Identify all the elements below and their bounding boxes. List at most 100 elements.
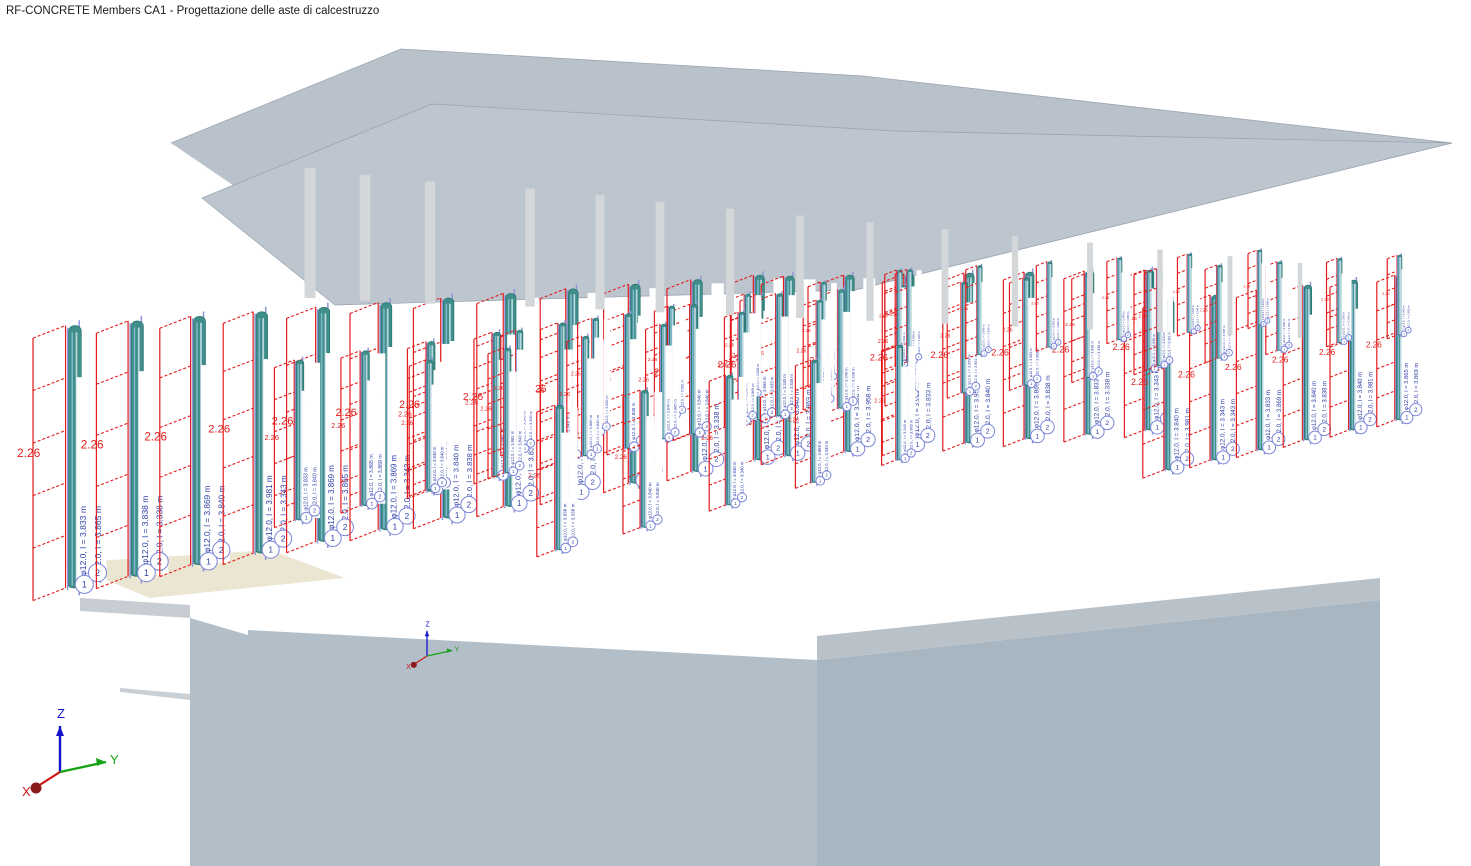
svg-text:2 φ12.0, l = 3.981 m: 2 φ12.0, l = 3.981 m bbox=[510, 430, 515, 468]
svg-text:1: 1 bbox=[305, 516, 308, 522]
svg-text:1: 1 bbox=[268, 545, 273, 555]
svg-text:2.26: 2.26 bbox=[638, 378, 649, 384]
svg-text:1: 1 bbox=[1175, 465, 1179, 472]
svg-text:2 φ12.0, l = 3.343 m: 2 φ12.0, l = 3.343 m bbox=[1051, 317, 1055, 342]
svg-text:2.26: 2.26 bbox=[725, 343, 735, 348]
svg-text:2 φ12.0, l = 3.343 m: 2 φ12.0, l = 3.343 m bbox=[1153, 368, 1160, 425]
svg-text:2 φ12.0, l = 3.840 m: 2 φ12.0, l = 3.840 m bbox=[917, 330, 921, 357]
svg-text:2: 2 bbox=[1105, 420, 1109, 427]
svg-text:2 φ12.0, l = 3.343 m: 2 φ12.0, l = 3.343 m bbox=[1197, 305, 1200, 327]
svg-text:2.26: 2.26 bbox=[1031, 301, 1038, 305]
svg-text:2: 2 bbox=[752, 413, 754, 418]
svg-text:1: 1 bbox=[766, 453, 770, 462]
svg-text:1: 1 bbox=[1036, 433, 1040, 440]
svg-text:2 φ12.0, l = 3.981 m: 2 φ12.0, l = 3.981 m bbox=[1287, 318, 1291, 345]
svg-text:1: 1 bbox=[517, 499, 521, 508]
svg-text:2 φ12.0, l = 3.343 m: 2 φ12.0, l = 3.343 m bbox=[1219, 399, 1226, 455]
svg-text:2: 2 bbox=[918, 355, 920, 359]
svg-text:2.26: 2.26 bbox=[144, 432, 166, 444]
svg-text:2: 2 bbox=[343, 522, 348, 532]
svg-text:1: 1 bbox=[579, 488, 583, 497]
svg-text:1: 1 bbox=[206, 556, 211, 566]
svg-text:1: 1 bbox=[1092, 374, 1094, 378]
svg-text:2 φ12.0, l = 3.840 m: 2 φ12.0, l = 3.840 m bbox=[1126, 311, 1130, 334]
svg-text:2.26: 2.26 bbox=[1225, 362, 1242, 372]
svg-text:2 φ12.0, l = 3.838 m: 2 φ12.0, l = 3.838 m bbox=[563, 503, 568, 545]
svg-text:Y: Y bbox=[110, 752, 119, 767]
svg-text:2: 2 bbox=[281, 534, 286, 544]
svg-text:2.26: 2.26 bbox=[1319, 347, 1336, 357]
svg-text:2: 2 bbox=[605, 425, 607, 429]
svg-text:1: 1 bbox=[1095, 429, 1099, 436]
svg-text:2: 2 bbox=[776, 443, 780, 452]
svg-text:2: 2 bbox=[975, 384, 977, 389]
svg-text:2 φ12.0, l = 3.840 m: 2 φ12.0, l = 3.840 m bbox=[982, 324, 986, 350]
svg-text:2 φ12.0, l = 3.869 m: 2 φ12.0, l = 3.869 m bbox=[203, 486, 212, 560]
svg-text:2 φ12.0, l = 3.840 m: 2 φ12.0, l = 3.840 m bbox=[451, 445, 460, 514]
svg-text:2.26: 2.26 bbox=[559, 392, 570, 398]
svg-text:1: 1 bbox=[1283, 347, 1285, 351]
svg-text:2: 2 bbox=[681, 408, 683, 412]
svg-text:2 φ12.0, l = 3.865 m: 2 φ12.0, l = 3.865 m bbox=[1282, 318, 1286, 345]
svg-text:2 φ12.0, l = 3.865 m: 2 φ12.0, l = 3.865 m bbox=[1029, 348, 1033, 381]
svg-text:2.26: 2.26 bbox=[401, 421, 413, 427]
svg-text:2: 2 bbox=[1169, 358, 1171, 362]
svg-text:2.26: 2.26 bbox=[874, 399, 885, 405]
svg-text:2 φ12.0, l = 3.838 m: 2 φ12.0, l = 3.838 m bbox=[631, 402, 636, 443]
svg-text:2.26: 2.26 bbox=[1199, 308, 1208, 313]
svg-text:2.26: 2.26 bbox=[788, 417, 799, 423]
svg-text:2.26: 2.26 bbox=[1131, 377, 1148, 387]
svg-text:2.26: 2.26 bbox=[494, 386, 504, 392]
svg-text:2 φ12.0, l = 3.869 m: 2 φ12.0, l = 3.869 m bbox=[1266, 299, 1269, 320]
svg-text:2: 2 bbox=[1036, 377, 1038, 381]
svg-text:2.26: 2.26 bbox=[648, 357, 658, 363]
svg-text:2.26: 2.26 bbox=[465, 400, 478, 407]
svg-text:1: 1 bbox=[796, 449, 800, 458]
svg-text:2.26: 2.26 bbox=[1065, 322, 1075, 328]
svg-text:2 φ12.0, l = 3.340 m: 2 φ12.0, l = 3.340 m bbox=[844, 367, 849, 404]
svg-text:2 φ12.0, l = 3.340 m: 2 φ12.0, l = 3.340 m bbox=[1262, 299, 1265, 320]
svg-text:2 φ12.0, l = 3.840 m: 2 φ12.0, l = 3.840 m bbox=[432, 446, 437, 485]
svg-text:2: 2 bbox=[313, 508, 316, 514]
svg-text:2: 2 bbox=[705, 424, 708, 429]
svg-text:2.26: 2.26 bbox=[796, 349, 806, 355]
svg-text:1: 1 bbox=[455, 511, 460, 520]
svg-text:2: 2 bbox=[571, 539, 574, 545]
svg-text:1: 1 bbox=[1405, 415, 1409, 422]
svg-text:2: 2 bbox=[866, 436, 870, 444]
svg-text:1: 1 bbox=[564, 546, 567, 552]
svg-text:2: 2 bbox=[1277, 436, 1281, 443]
svg-text:2.26: 2.26 bbox=[1366, 341, 1382, 350]
svg-text:2 φ12.0, l = 3.869 m: 2 φ12.0, l = 3.869 m bbox=[968, 354, 972, 388]
svg-text:Z: Z bbox=[57, 706, 65, 721]
svg-text:2.26: 2.26 bbox=[1003, 328, 1013, 334]
svg-text:2: 2 bbox=[757, 391, 759, 395]
svg-text:2 φ12.0, l = 3.840 m: 2 φ12.0, l = 3.840 m bbox=[697, 389, 702, 429]
svg-text:1: 1 bbox=[82, 580, 87, 590]
svg-text:2.26: 2.26 bbox=[1173, 290, 1180, 294]
svg-text:2: 2 bbox=[405, 512, 410, 521]
svg-text:1: 1 bbox=[331, 533, 336, 543]
svg-text:2 φ12.0, l = 3.340 m: 2 φ12.0, l = 3.340 m bbox=[1192, 305, 1195, 327]
svg-text:2.26: 2.26 bbox=[1321, 297, 1330, 302]
svg-text:2.26: 2.26 bbox=[335, 407, 356, 419]
svg-text:2: 2 bbox=[467, 500, 472, 509]
svg-text:2: 2 bbox=[1288, 343, 1290, 347]
svg-text:2: 2 bbox=[1368, 417, 1372, 424]
svg-text:1: 1 bbox=[1155, 425, 1159, 432]
svg-text:1: 1 bbox=[524, 446, 526, 451]
svg-text:1: 1 bbox=[976, 438, 980, 445]
svg-text:1: 1 bbox=[1164, 363, 1166, 367]
svg-text:2: 2 bbox=[986, 429, 990, 436]
svg-text:2: 2 bbox=[529, 489, 533, 498]
svg-text:2.26: 2.26 bbox=[879, 314, 888, 319]
svg-text:1: 1 bbox=[393, 522, 398, 531]
svg-text:2 φ12.0, l = 3.869 m: 2 φ12.0, l = 3.869 m bbox=[327, 465, 336, 537]
svg-text:2 φ12.0, l = 3.865 m: 2 φ12.0, l = 3.865 m bbox=[1404, 363, 1410, 415]
svg-text:X: X bbox=[406, 663, 411, 671]
svg-text:2.26: 2.26 bbox=[717, 363, 727, 369]
svg-text:2 φ12.0, l = 3.981 m: 2 φ12.0, l = 3.981 m bbox=[1056, 317, 1060, 342]
svg-text:2.26: 2.26 bbox=[961, 306, 969, 311]
svg-text:2 φ12.0, l = 3.840 m: 2 φ12.0, l = 3.840 m bbox=[1358, 372, 1364, 425]
svg-text:2 φ12.0, l = 3.343 m: 2 φ12.0, l = 3.343 m bbox=[1347, 311, 1351, 337]
